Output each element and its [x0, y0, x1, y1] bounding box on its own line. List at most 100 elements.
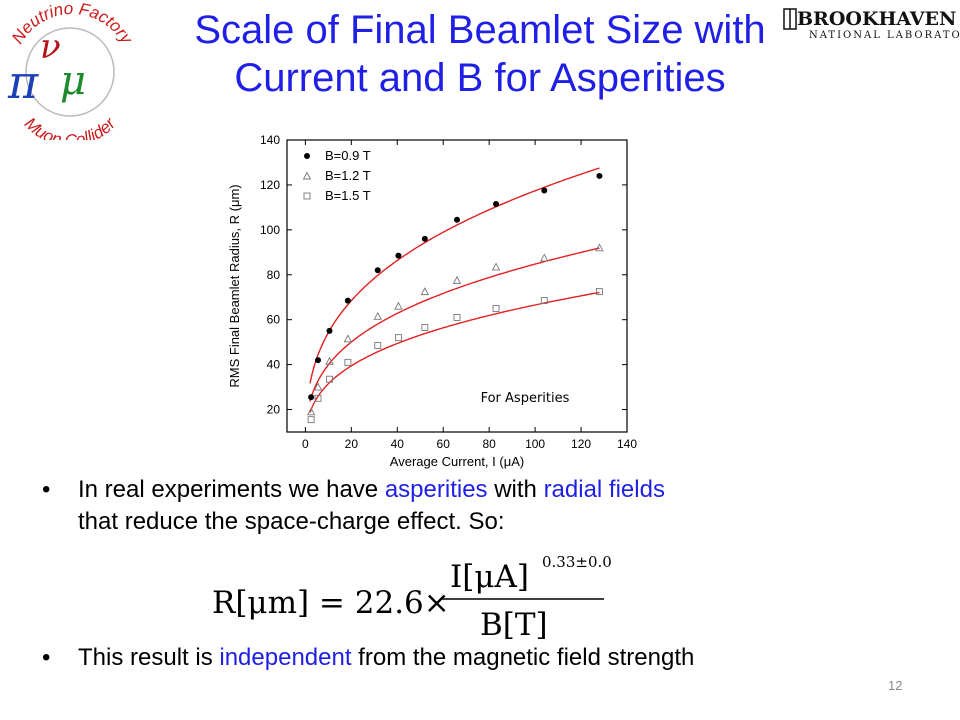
data-point-series0 [395, 252, 402, 259]
data-point-series2 [492, 305, 500, 312]
chart-annotation: For Asperities [481, 391, 570, 406]
data-point-series2 [453, 313, 461, 321]
data-point-series1 [373, 311, 382, 320]
fit-curve-2 [309, 291, 600, 413]
slide-title-line1: Scale of Final Beamlet Size with [194, 8, 766, 52]
logo-text-top: Neutrino Factory [8, 0, 137, 48]
data-point-series2 [344, 358, 352, 366]
formula-numerator: I[μA] [450, 559, 529, 595]
x-tick-label: 140 [617, 437, 637, 451]
formula-lhs: R[μm] = 22.6× [212, 585, 450, 621]
bullet-list: • In real experiments we have asperities… [42, 474, 922, 674]
bullet2-highlight-independent: independent [219, 644, 352, 671]
plot-frame [286, 139, 628, 433]
legend-label-1: B=1.2 T [325, 168, 371, 183]
bullet2-text: This result is [78, 644, 220, 671]
slide-title-line2: Current and B for Asperities [234, 56, 726, 100]
chart-legend: B=0.9 T B=1.2 T B=1.5 T [302, 148, 371, 203]
scaling-formula: R[μm] = 22.6× I[μA] 0.33±0.01 B[T] [212, 553, 612, 643]
data-point-series2 [421, 324, 429, 332]
data-point-series1 [394, 301, 403, 310]
x-tick-label: 120 [571, 437, 591, 451]
legend-label-0: B=0.9 T [325, 148, 371, 163]
x-tick-label: 100 [525, 437, 545, 451]
brookhaven-logo: BROOKHAVEN NATIONAL LABORATORY [783, 8, 960, 48]
fit-curves [309, 167, 600, 413]
data-point-series1 [420, 287, 430, 296]
bullet-dot-icon: • [42, 644, 51, 671]
x-tick-label: 20 [345, 437, 359, 451]
logo-text-bottom: Muon Collider [21, 113, 120, 140]
data-point-series0 [541, 187, 548, 194]
data-point-series0 [315, 357, 322, 364]
legend-marker-2 [303, 192, 311, 200]
bullet-item-independent: • This result is independent from the ma… [42, 642, 922, 674]
bullet1-text-end: that reduce the space-charge effect. So: [78, 508, 505, 535]
data-point-series1 [491, 262, 501, 271]
data-point-series1 [313, 382, 323, 391]
data-point-series2 [307, 416, 315, 424]
x-tick-label: 80 [482, 437, 496, 451]
data-point-series1 [306, 407, 316, 416]
data-point-series2 [595, 288, 603, 296]
y-tick-label: 40 [267, 358, 281, 372]
mu-glyph-icon: μ [60, 58, 86, 104]
y-tick-label: 80 [267, 268, 281, 282]
nu-glyph-icon: ν [40, 27, 61, 67]
x-tick-label: 40 [391, 437, 405, 451]
data-point-series2 [314, 394, 322, 402]
data-point-series1 [325, 356, 334, 365]
legend-marker-0 [304, 153, 310, 159]
data-point-series0 [308, 394, 315, 401]
bullet1-text-with: with [487, 476, 544, 503]
y-tick-label: 20 [267, 403, 281, 417]
pi-glyph-icon: π [7, 55, 39, 109]
brookhaven-mark-icon [783, 8, 797, 30]
y-tick-label: 120 [260, 178, 280, 192]
y-tick-label: 100 [260, 223, 280, 237]
x-axis-label: Average Current, I (μA) [390, 454, 524, 469]
neutrino-factory-muon-collider-logo: Neutrino Factory Muon Collider ν π μ [7, 0, 137, 140]
bullet-dot-icon: • [42, 476, 51, 503]
y-tick-label: 60 [267, 313, 281, 327]
data-point-series1 [343, 334, 353, 343]
y-tick-label: 140 [260, 133, 280, 147]
data-point-series0 [374, 267, 381, 274]
page-number: 12 [888, 678, 903, 693]
fit-curve-1 [309, 247, 600, 402]
data-point-series2 [540, 297, 548, 305]
data-point-series0 [596, 172, 603, 179]
data-point-series1 [452, 275, 462, 284]
data-point-series2 [374, 342, 382, 349]
x-axis-ticks: 0 20 40 60 80 100 120 140 [302, 140, 637, 451]
slide-title: Scale of Final Beamlet Size with Current… [130, 6, 830, 102]
y-axis-label: RMS Final Beamlet Radius, R (μm) [227, 184, 242, 387]
fit-curve-0 [309, 167, 600, 384]
bullet2-text-end: from the magnetic field strength [351, 644, 695, 671]
data-point-series0 [421, 235, 428, 242]
formula-denominator: B[T] [480, 607, 548, 643]
formula-exponent: 0.33±0.01 [542, 553, 612, 571]
legend-marker-1 [302, 171, 312, 180]
beamlet-size-chart: 0 20 40 60 80 100 120 140 20 40 60 80 100 120 140 Ave… [227, 133, 637, 469]
data-points [306, 172, 604, 424]
data-point-series1 [595, 243, 604, 252]
legend-label-2: B=1.5 T [325, 188, 371, 203]
x-tick-label: 0 [302, 437, 309, 451]
data-point-series2 [394, 334, 402, 342]
bullet1-highlight-asperities: asperities [384, 476, 488, 503]
data-point-series0 [493, 201, 500, 208]
data-point-series0 [326, 327, 333, 334]
data-point-series2 [326, 375, 333, 383]
bullet1-text: In real experiments we have [78, 476, 385, 503]
data-point-series0 [344, 297, 351, 304]
data-point-series0 [454, 216, 460, 223]
logo-ring [25, 27, 115, 117]
brookhaven-subtitle: NATIONAL LABORATORY [809, 30, 960, 41]
brookhaven-name: BROOKHAVEN [797, 8, 957, 30]
bullet1-highlight-radial-fields: radial fields [543, 476, 665, 503]
y-axis-ticks: 20 40 60 80 100 120 140 [260, 133, 627, 417]
bullet-item-asperities: • In real experiments we have asperities… [42, 474, 922, 538]
x-tick-label: 60 [437, 437, 451, 451]
data-point-series1 [540, 253, 549, 262]
